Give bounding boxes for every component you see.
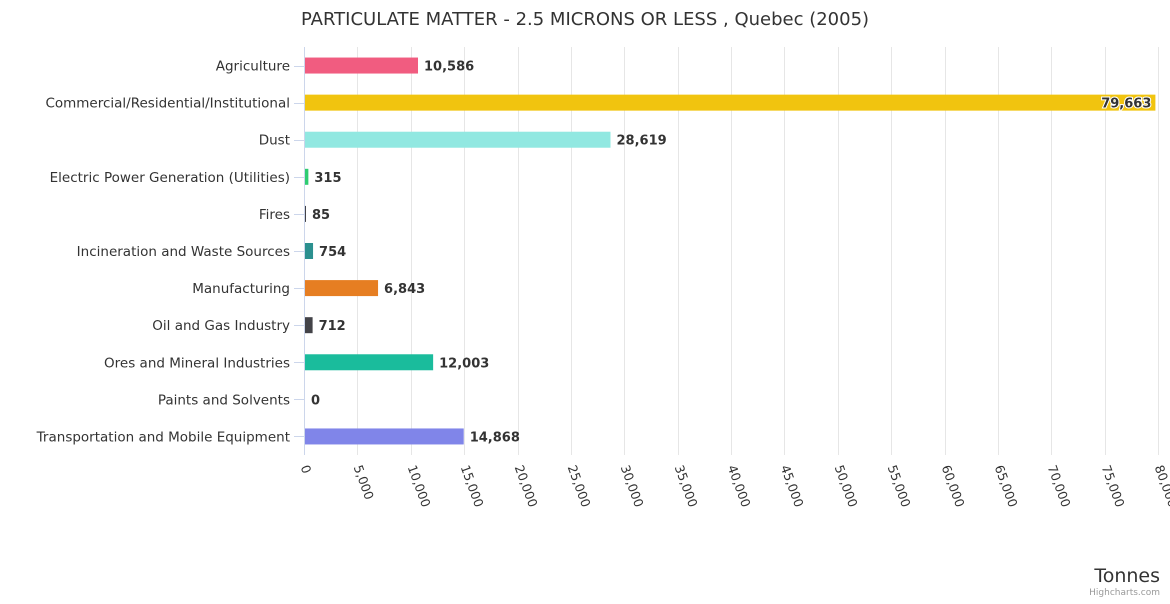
tick-label: 5,000 <box>351 463 377 502</box>
bar[interactable] <box>305 243 314 259</box>
category-label: Manufacturing <box>192 281 290 297</box>
category-axis: Agriculture Commercial/Residential/Instit… <box>36 47 305 455</box>
value-axis-ticks: 0 5,000 10,000 15,000 20,000 25,000 30,000 35,0… <box>298 463 1170 509</box>
tick-label: 15,000 <box>458 463 487 509</box>
data-label: 6,843 <box>384 282 425 297</box>
category-label: Commercial/Residential/Institutional <box>45 96 290 112</box>
category-label: Dust <box>259 133 290 149</box>
category-label: Agriculture <box>216 59 290 75</box>
data-label: 79,663 <box>1101 97 1151 112</box>
bar[interactable] <box>305 94 1156 111</box>
data-label: 28,619 <box>617 134 667 149</box>
bar[interactable] <box>305 317 313 334</box>
tick-label: 45,000 <box>778 463 807 509</box>
data-label: 754 <box>319 245 346 260</box>
bar[interactable] <box>305 57 419 74</box>
credits-link[interactable]: Highcharts.com <box>1089 588 1160 598</box>
tick-label: 70,000 <box>1045 463 1074 509</box>
tick-label: 35,000 <box>672 463 701 509</box>
bar[interactable] <box>305 354 434 371</box>
tick-label: 50,000 <box>832 463 861 509</box>
tick-label: 75,000 <box>1099 463 1128 509</box>
tick-label: 10,000 <box>405 463 434 509</box>
category-label: Electric Power Generation (Utilities) <box>50 170 290 186</box>
tick-label: 80,000 <box>1152 463 1170 509</box>
bar[interactable] <box>305 428 464 445</box>
tick-label: 55,000 <box>885 463 914 509</box>
tick-label: 25,000 <box>565 463 594 509</box>
bar[interactable] <box>305 280 379 297</box>
tick-label: 65,000 <box>992 463 1021 509</box>
data-label: 0 <box>311 393 320 408</box>
category-label: Paints and Solvents <box>158 392 290 408</box>
tick-label: 0 <box>298 463 315 476</box>
tick-label: 20,000 <box>512 463 541 509</box>
data-label: 10,586 <box>424 60 474 75</box>
bar[interactable] <box>305 168 309 185</box>
bars <box>305 57 1156 445</box>
category-label: Oil and Gas Industry <box>152 318 290 334</box>
data-label: 14,868 <box>470 430 520 445</box>
data-label: 315 <box>314 171 341 186</box>
data-label: 85 <box>312 208 330 223</box>
category-label: Fires <box>259 207 290 223</box>
tick-label: 30,000 <box>618 463 647 509</box>
category-label: Transportation and Mobile Equipment <box>36 429 290 445</box>
data-label: 12,003 <box>439 356 489 371</box>
tick-label: 60,000 <box>939 463 968 509</box>
data-label: 712 <box>319 319 346 334</box>
category-label: Ores and Mineral Industries <box>104 355 290 371</box>
gridlines <box>357 47 1159 455</box>
chart-title: PARTICULATE MATTER - 2.5 MICRONS OR LESS… <box>301 9 869 30</box>
bar[interactable] <box>305 131 611 148</box>
bar[interactable] <box>305 205 306 222</box>
value-axis-title: Tonnes <box>1093 565 1160 587</box>
category-label: Incineration and Waste Sources <box>77 244 290 260</box>
tick-label: 40,000 <box>725 463 754 509</box>
data-labels: 10,586 79,663 28,619 315 85 754 6,843 712 12,003… <box>311 60 1152 446</box>
